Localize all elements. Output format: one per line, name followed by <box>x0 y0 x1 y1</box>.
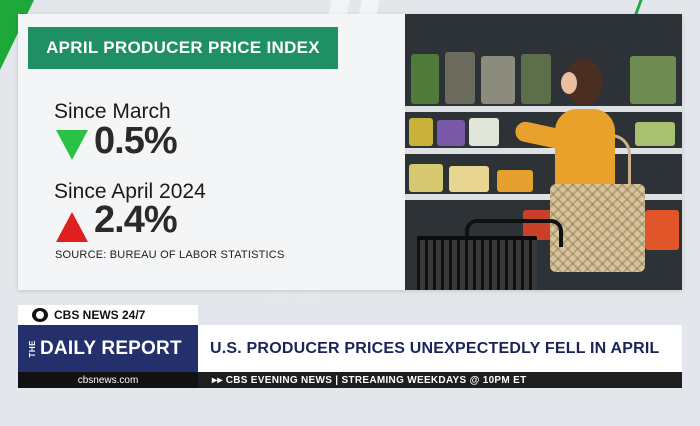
shelf <box>405 194 682 200</box>
show-name: DAILY REPORT <box>40 337 182 359</box>
graphic-card: APRIL PRODUCER PRICE INDEX Since March 0… <box>18 14 682 290</box>
source-credit: SOURCE: BUREAU OF LABOR STATISTICS <box>55 249 285 261</box>
url-bar: cbsnews.com <box>18 372 198 388</box>
stat-value-since-march: 0.5% <box>94 120 178 162</box>
show-prefix: THE <box>28 339 37 358</box>
produce <box>521 54 551 104</box>
produce <box>411 54 439 104</box>
grocery-shopper-photo <box>405 14 682 290</box>
shopping-basket <box>417 236 537 290</box>
news-ticker: ▸▸ CBS EVENING NEWS | STREAMING WEEKDAYS… <box>198 372 682 388</box>
produce <box>497 170 533 192</box>
basket-handle <box>465 219 563 247</box>
stat-label-since-april-2024: Since April 2024 <box>54 180 206 203</box>
headline-bar: U.S. PRODUCER PRICES UNEXPECTEDLY FELL I… <box>198 325 682 372</box>
produce <box>635 122 675 146</box>
shelf <box>405 148 682 154</box>
headline-text: U.S. PRODUCER PRICES UNEXPECTEDLY FELL I… <box>210 339 660 357</box>
up-arrow-icon <box>56 212 88 242</box>
produce <box>409 118 433 146</box>
network-brand-tab: CBS NEWS 24/7 <box>18 305 198 325</box>
down-arrow-icon <box>56 130 88 160</box>
produce <box>481 56 515 104</box>
produce <box>409 164 443 192</box>
graphic-title: APRIL PRODUCER PRICE INDEX <box>28 27 338 69</box>
stat-label-since-march: Since March <box>54 100 171 123</box>
shopper-face <box>561 72 577 94</box>
stat-value-since-april-2024: 2.4% <box>94 199 178 241</box>
green-line-accent <box>634 0 643 14</box>
site-url: cbsnews.com <box>77 374 139 386</box>
produce <box>645 210 679 250</box>
show-title-box: THE DAILY REPORT <box>18 325 198 372</box>
produce <box>445 52 475 104</box>
cbs-eye-icon <box>32 308 48 322</box>
ticker-text: ▸▸ CBS EVENING NEWS | STREAMING WEEKDAYS… <box>212 374 527 386</box>
produce <box>630 56 676 104</box>
produce <box>449 166 489 192</box>
produce <box>437 120 465 146</box>
produce <box>469 118 499 146</box>
tote-bag <box>550 184 645 272</box>
network-name: CBS NEWS 24/7 <box>54 308 146 322</box>
shelf <box>405 106 682 112</box>
